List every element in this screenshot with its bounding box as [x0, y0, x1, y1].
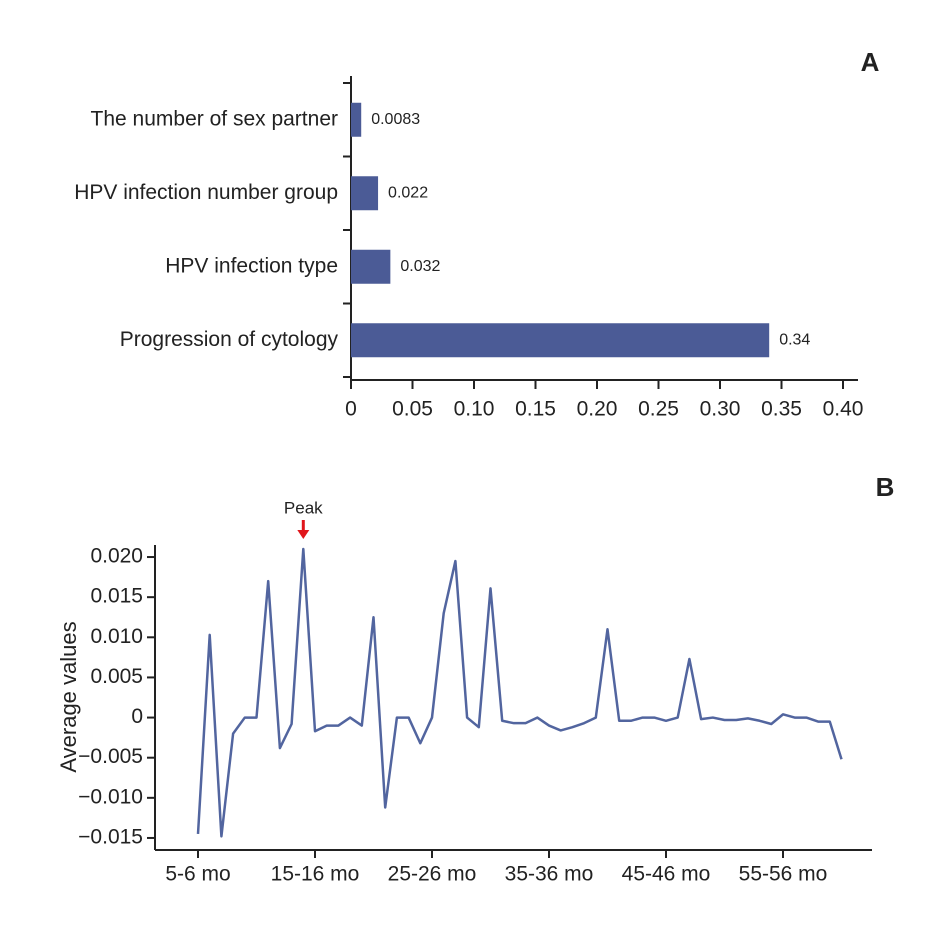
- annotation-arrowhead: [297, 530, 310, 539]
- panel-label: B: [876, 472, 895, 502]
- x-tick-label: 0.40: [823, 398, 864, 421]
- x-tick-label: 35-36 mo: [505, 863, 594, 886]
- x-tick-label: 0.05: [392, 398, 433, 421]
- x-tick-label: 0.30: [700, 398, 741, 421]
- y-axis-label: Average values: [56, 621, 81, 772]
- category-label: HPV infection number group: [74, 181, 338, 204]
- y-tick-label: −0.010: [78, 785, 143, 808]
- y-tick-label: 0.005: [90, 665, 143, 688]
- panel-label: A: [861, 47, 880, 77]
- bar: [351, 176, 379, 211]
- y-tick-label: −0.015: [78, 826, 143, 849]
- y-tick-label: 0.020: [90, 545, 143, 568]
- bar: [351, 102, 362, 137]
- category-label: The number of sex partner: [91, 107, 338, 130]
- x-tick-label: 45-46 mo: [622, 863, 711, 886]
- category-label: HPV infection type: [165, 254, 338, 277]
- x-tick-label: 0.10: [454, 398, 495, 421]
- value-label: 0.032: [400, 258, 440, 275]
- x-tick-label: 0.35: [761, 398, 802, 421]
- category-label: Progression of cytology: [120, 328, 339, 351]
- x-tick-label: 25-26 mo: [388, 863, 477, 886]
- y-tick-label: 0.015: [90, 585, 143, 608]
- x-tick-label: 5-6 mo: [165, 863, 230, 886]
- y-tick-label: −0.005: [78, 745, 143, 768]
- value-label: 0.022: [388, 184, 428, 201]
- x-tick-label: 0.20: [577, 398, 618, 421]
- line: [196, 547, 843, 838]
- x-tick-label: 0.25: [638, 398, 679, 421]
- bar: [351, 249, 391, 284]
- value-label: 0.0083: [371, 111, 420, 128]
- x-tick-label: 0.15: [515, 398, 556, 421]
- value-label: 0.34: [779, 331, 810, 348]
- y-tick-label: 0: [131, 705, 143, 728]
- annotation: Peak: [284, 498, 323, 517]
- bar: [351, 323, 770, 358]
- x-tick-label: 55-56 mo: [739, 863, 828, 886]
- x-tick-label: 15-16 mo: [271, 863, 360, 886]
- y-tick-label: 0.010: [90, 625, 143, 648]
- x-tick-label: 0: [345, 398, 357, 421]
